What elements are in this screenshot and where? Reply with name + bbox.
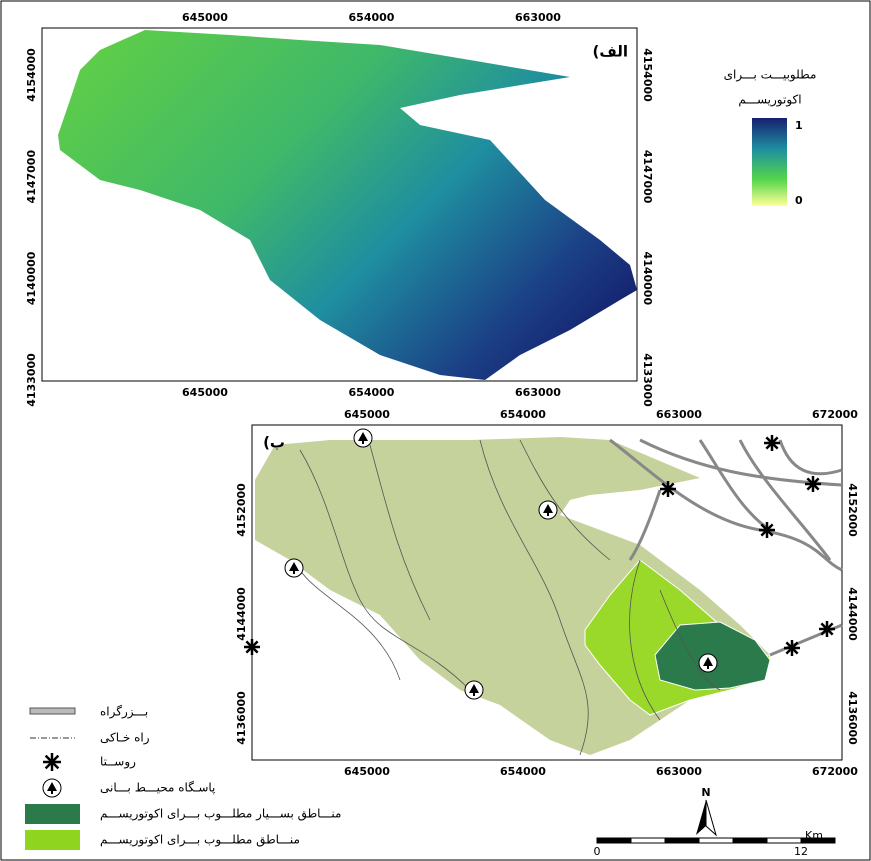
village-icon [660, 481, 676, 497]
trunk [473, 693, 475, 696]
panel-a-label: (الف [593, 43, 629, 61]
scale-bar [597, 838, 835, 843]
x-tick-label: 645000 [344, 765, 390, 778]
x-tick-label: 663000 [656, 408, 702, 421]
scale-tick-label: 0 [594, 845, 601, 858]
scale-segment [665, 838, 699, 843]
ranger-station-icon [699, 654, 717, 672]
ranger-station-icon [539, 501, 557, 519]
x-tick-label: 645000 [344, 408, 390, 421]
y-tick-label: 4136000 [235, 691, 248, 745]
y-tick-label: 4136000 [846, 691, 859, 745]
ranger-station-icon [354, 429, 372, 447]
y-tick-label: 4144000 [846, 587, 859, 641]
village-icon [784, 640, 800, 656]
legend-label: منـــاطق مطلـــوب بـــرای اکوتوریســـم [100, 833, 300, 848]
x-tick-label: 663000 [515, 386, 561, 399]
very-suitable-swatch [25, 804, 80, 824]
y-tick-label: 4152000 [235, 483, 248, 537]
x-tick-label: 663000 [656, 765, 702, 778]
x-tick-label: 672000 [812, 408, 858, 421]
y-tick-label: 4154000 [641, 48, 654, 102]
highway-swatch [30, 708, 75, 714]
scale-segment [733, 838, 767, 843]
legend-title: اکوتوریســـم [738, 93, 801, 108]
trunk [707, 666, 709, 669]
x-tick-label: 654000 [349, 11, 395, 24]
scale-segment [597, 838, 631, 843]
y-tick-label: 4147000 [25, 150, 38, 204]
trunk [51, 791, 53, 794]
panel-b-label: (ب [263, 434, 285, 452]
legend-low: 0 [795, 194, 803, 207]
ranger-station-icon [285, 559, 303, 577]
x-tick-label: 645000 [182, 11, 228, 24]
y-tick-label: 4152000 [846, 483, 859, 537]
y-tick-label: 4140000 [641, 252, 654, 306]
village-icon [244, 639, 260, 655]
x-tick-label: 645000 [182, 386, 228, 399]
x-tick-label: 654000 [500, 408, 546, 421]
ranger-station-icon [465, 681, 483, 699]
scale-unit: Km [805, 829, 823, 842]
legend-label: پاسـگاه محیـــط بـــانی [100, 781, 215, 795]
y-tick-label: 4133000 [25, 353, 38, 407]
legend-label: روســتا [100, 755, 136, 770]
trunk [362, 441, 364, 444]
x-tick-label: 654000 [349, 386, 395, 399]
trunk [293, 571, 295, 574]
north-label: N [701, 786, 710, 799]
scale-segment [767, 838, 801, 843]
village-icon [805, 476, 821, 492]
x-tick-label: 654000 [500, 765, 546, 778]
village-icon [819, 621, 835, 637]
ranger-station-icon [43, 779, 61, 797]
legend-ramp [752, 118, 787, 206]
scale-segment [631, 838, 665, 843]
legend-title: مطلوبیـــت بـــرای [724, 68, 817, 83]
suitable-swatch [25, 830, 80, 850]
x-tick-label: 663000 [515, 11, 561, 24]
legend-label: بـــزرگراه [100, 705, 148, 720]
y-tick-label: 4144000 [235, 587, 248, 641]
village-icon [759, 522, 775, 538]
village-icon [764, 435, 780, 451]
village-icon [43, 753, 61, 771]
map-figure: (الف مطلوبیـــت بـــرای اکوتوریســـم 1 0… [0, 0, 871, 861]
y-tick-label: 4133000 [641, 353, 654, 407]
legend-label: راه خـاکی [100, 731, 150, 746]
trunk [547, 513, 549, 516]
scale-tick-label: 12 [794, 845, 808, 858]
y-tick-label: 4147000 [641, 150, 654, 204]
scale-segment [699, 838, 733, 843]
legend-label: منـــاطق بســـیار مطلـــوب بـــرای اکوتو… [100, 807, 341, 822]
legend-high: 1 [795, 119, 803, 132]
y-tick-label: 4154000 [25, 48, 38, 102]
y-tick-label: 4140000 [25, 251, 38, 305]
x-tick-label: 672000 [812, 765, 858, 778]
